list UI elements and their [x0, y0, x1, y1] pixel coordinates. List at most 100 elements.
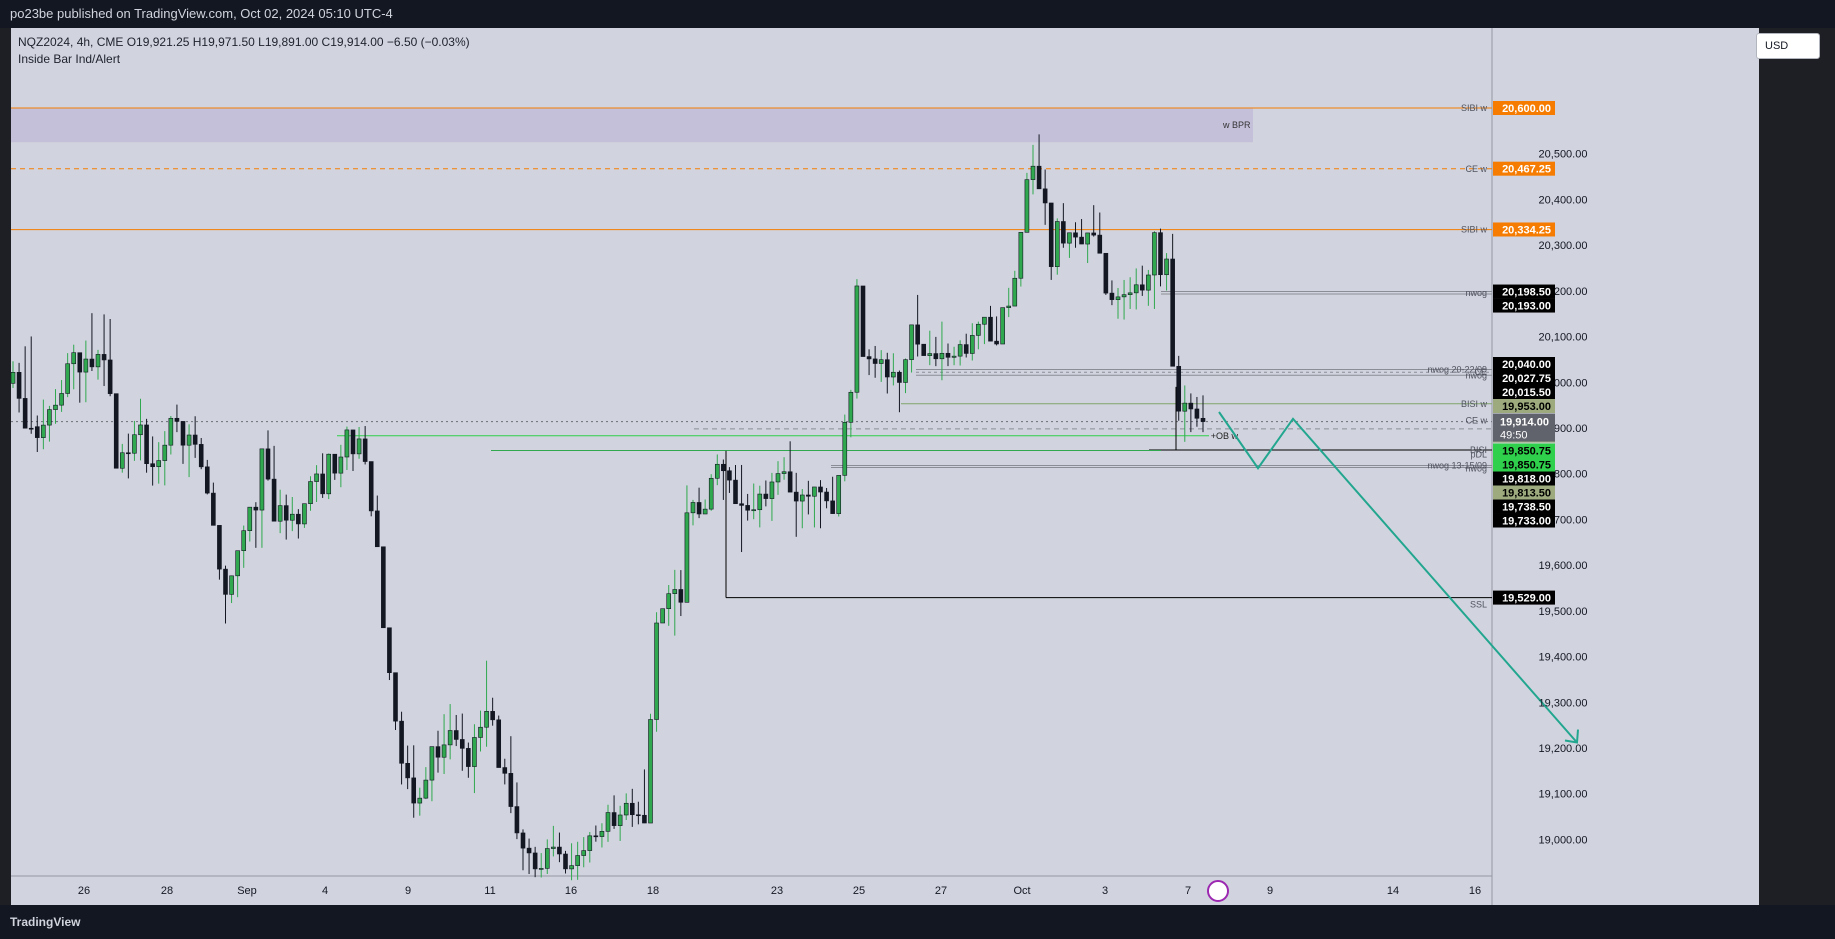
candle-body [1048, 202, 1054, 267]
lightning-icon[interactable] [1207, 880, 1229, 902]
bpr-zone-label: w BPR [1222, 120, 1251, 130]
candle-body [951, 355, 957, 358]
candle-body [982, 316, 987, 325]
candle-body [769, 481, 775, 499]
candle-body [763, 493, 769, 499]
chart-area[interactable]: w BPR SIBI w CE w SIBI w nwog nwog 20-22/09 CE… [11, 28, 1759, 905]
y-tick-label: 20,500.00 [1539, 149, 1588, 161]
candle-body [502, 767, 508, 774]
candle-body [818, 486, 823, 493]
candle-body [557, 846, 562, 855]
candle-body [405, 763, 410, 779]
candle-body [684, 512, 690, 603]
candle-body [629, 802, 635, 816]
bpr-zone [11, 108, 1253, 143]
candle-body [113, 393, 119, 469]
candle-body [34, 426, 40, 438]
candle-body [806, 494, 811, 497]
price-tag-bg [1493, 513, 1555, 528]
candle-body [636, 814, 641, 817]
candle-body [793, 491, 799, 502]
y-tick-label: 20,100.00 [1539, 332, 1588, 344]
candle-body [945, 352, 951, 358]
candle-body [878, 359, 884, 364]
price-tag-label: 19,818.00 [1502, 474, 1551, 486]
candle-body [544, 848, 550, 869]
candle-body [235, 550, 240, 577]
candle-body [1164, 258, 1169, 276]
candle-body [65, 363, 70, 394]
candle-body [702, 508, 708, 515]
candle-body [757, 493, 763, 511]
candle-body [891, 371, 896, 378]
candle-body [296, 513, 301, 525]
candle-body [168, 417, 174, 446]
level-label-4: nwog 20-22/09 [1427, 364, 1487, 374]
price-tag-label: 20,600.00 [1502, 103, 1551, 115]
x-tick-label: 3 [1102, 885, 1108, 897]
price-tag-bg [1493, 371, 1555, 385]
candle-body [1182, 402, 1188, 412]
level-label-11: pDL [1470, 450, 1487, 460]
candle-body [751, 509, 757, 512]
candle-body [314, 473, 319, 482]
candle-body [1139, 284, 1145, 291]
candle-body [126, 452, 131, 455]
publish-header: po23be published on TradingView.com, Oct… [0, 0, 1835, 28]
candle-body [1158, 232, 1163, 276]
x-tick-label: Oct [1013, 885, 1030, 897]
candle-body [47, 409, 52, 426]
candle-body [514, 806, 520, 834]
y-tick-label: 20,300.00 [1539, 240, 1588, 252]
currency-button[interactable]: USD [1756, 33, 1820, 59]
indicator-name[interactable]: Inside Bar Ind/Alert [18, 52, 121, 66]
candle-body [22, 398, 28, 429]
level-label-8: CE w [1465, 416, 1487, 426]
price-tag-bg [1493, 101, 1555, 115]
candle-body [897, 371, 902, 383]
candle-body [939, 352, 945, 360]
candle-body [538, 868, 544, 870]
candle-body [727, 470, 732, 481]
candle-body [1061, 221, 1066, 244]
candle-body [156, 460, 162, 468]
candle-body [16, 372, 22, 399]
x-tick-label: 25 [853, 885, 865, 897]
price-tag-bg [1493, 284, 1555, 299]
x-tick-label: 23 [771, 885, 783, 897]
candle-body [526, 847, 532, 854]
footer-bar: TradingView [0, 905, 1835, 939]
x-tick-label: 9 [405, 885, 411, 897]
level-label-7: BISI w [1461, 399, 1488, 409]
candle-body [326, 453, 332, 495]
candle-body [192, 434, 198, 445]
candle-body [496, 719, 502, 768]
tradingview-logo: TradingView [10, 915, 81, 929]
price-tag-bg [1493, 161, 1555, 176]
level-label-0: SIBI w [1461, 103, 1488, 113]
candle-body [787, 471, 793, 493]
candle-body [59, 393, 64, 406]
candle-body [666, 593, 672, 609]
candle-body [599, 831, 605, 837]
candle-body [368, 461, 374, 512]
candle-body [198, 444, 204, 468]
x-tick-label: 16 [1469, 885, 1481, 897]
level-label-13: nwog [1465, 464, 1487, 474]
candle-body [71, 352, 77, 365]
candle-body [721, 463, 726, 472]
price-tag-bg [1493, 471, 1555, 486]
symbol-ohlc: NQZ2024, 4h, CME O19,921.25 H19,971.50 L… [18, 35, 470, 49]
candle-body [144, 424, 149, 464]
candle-body [581, 850, 587, 856]
candle-body [842, 421, 848, 476]
x-tick-label: 4 [322, 885, 328, 897]
candle-body [824, 491, 829, 502]
price-tag-bg [1493, 298, 1555, 313]
y-tick-label: 19,100.00 [1539, 789, 1588, 801]
candle-body [1200, 417, 1206, 422]
candle-body [593, 835, 599, 838]
price-tag-label: 20,015.50 [1502, 387, 1551, 399]
last-price-value: 19,914.00 [1500, 417, 1549, 429]
